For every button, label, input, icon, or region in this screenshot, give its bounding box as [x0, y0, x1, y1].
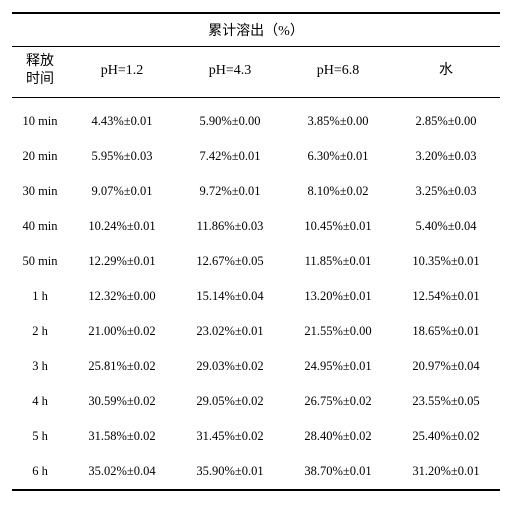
cell-time: 1 h	[12, 279, 68, 314]
cell-value: 10.45%±0.01	[284, 209, 392, 244]
cell-value: 11.86%±0.03	[176, 209, 284, 244]
cell-value: 25.81%±0.02	[68, 349, 176, 384]
dissolution-table: 累计溶出（%） 释放 时间 pH=1.2 pH=4.3 pH=6.8 水 10 …	[12, 12, 500, 491]
cell-value: 3.85%±0.00	[284, 104, 392, 139]
cell-value: 8.10%±0.02	[284, 174, 392, 209]
cell-value: 18.65%±0.01	[392, 314, 500, 349]
cell-value: 35.02%±0.04	[68, 454, 176, 490]
header-time: 释放 时间	[12, 47, 68, 98]
table-row: 10 min 4.43%±0.01 5.90%±0.00 3.85%±0.00 …	[12, 104, 500, 139]
cell-value: 5.90%±0.00	[176, 104, 284, 139]
cell-value: 10.24%±0.01	[68, 209, 176, 244]
table-row: 6 h 35.02%±0.04 35.90%±0.01 38.70%±0.01 …	[12, 454, 500, 490]
cell-value: 9.07%±0.01	[68, 174, 176, 209]
cell-value: 31.20%±0.01	[392, 454, 500, 490]
header-ph12: pH=1.2	[68, 47, 176, 98]
cell-value: 20.97%±0.04	[392, 349, 500, 384]
cell-value: 26.75%±0.02	[284, 384, 392, 419]
cell-value: 21.55%±0.00	[284, 314, 392, 349]
cell-time: 5 h	[12, 419, 68, 454]
cell-value: 30.59%±0.02	[68, 384, 176, 419]
title-row: 累计溶出（%）	[12, 13, 500, 47]
cell-time: 40 min	[12, 209, 68, 244]
cell-value: 23.55%±0.05	[392, 384, 500, 419]
table-row: 30 min 9.07%±0.01 9.72%±0.01 8.10%±0.02 …	[12, 174, 500, 209]
cell-value: 12.29%±0.01	[68, 244, 176, 279]
header-water: 水	[392, 47, 500, 98]
cell-value: 10.35%±0.01	[392, 244, 500, 279]
cell-time: 50 min	[12, 244, 68, 279]
table-row: 1 h 12.32%±0.00 15.14%±0.04 13.20%±0.01 …	[12, 279, 500, 314]
table-title: 累计溶出（%）	[12, 13, 500, 47]
cell-value: 7.42%±0.01	[176, 139, 284, 174]
cell-time: 2 h	[12, 314, 68, 349]
table-row: 40 min 10.24%±0.01 11.86%±0.03 10.45%±0.…	[12, 209, 500, 244]
cell-value: 9.72%±0.01	[176, 174, 284, 209]
cell-value: 5.95%±0.03	[68, 139, 176, 174]
table-row: 5 h 31.58%±0.02 31.45%±0.02 28.40%±0.02 …	[12, 419, 500, 454]
cell-value: 29.03%±0.02	[176, 349, 284, 384]
cell-value: 24.95%±0.01	[284, 349, 392, 384]
cell-time: 30 min	[12, 174, 68, 209]
cell-value: 12.32%±0.00	[68, 279, 176, 314]
cell-value: 15.14%±0.04	[176, 279, 284, 314]
cell-value: 11.85%±0.01	[284, 244, 392, 279]
cell-time: 6 h	[12, 454, 68, 490]
header-ph43: pH=4.3	[176, 47, 284, 98]
cell-value: 5.40%±0.04	[392, 209, 500, 244]
cell-value: 2.85%±0.00	[392, 104, 500, 139]
cell-time: 10 min	[12, 104, 68, 139]
header-row: 释放 时间 pH=1.2 pH=4.3 pH=6.8 水	[12, 47, 500, 98]
cell-value: 38.70%±0.01	[284, 454, 392, 490]
table-row: 4 h 30.59%±0.02 29.05%±0.02 26.75%±0.02 …	[12, 384, 500, 419]
cell-time: 4 h	[12, 384, 68, 419]
cell-value: 12.67%±0.05	[176, 244, 284, 279]
table-row: 3 h 25.81%±0.02 29.03%±0.02 24.95%±0.01 …	[12, 349, 500, 384]
cell-value: 6.30%±0.01	[284, 139, 392, 174]
header-ph68: pH=6.8	[284, 47, 392, 98]
cell-time: 3 h	[12, 349, 68, 384]
cell-value: 23.02%±0.01	[176, 314, 284, 349]
table-row: 2 h 21.00%±0.02 23.02%±0.01 21.55%±0.00 …	[12, 314, 500, 349]
cell-value: 3.25%±0.03	[392, 174, 500, 209]
cell-value: 28.40%±0.02	[284, 419, 392, 454]
cell-value: 21.00%±0.02	[68, 314, 176, 349]
cell-value: 3.20%±0.03	[392, 139, 500, 174]
cell-value: 4.43%±0.01	[68, 104, 176, 139]
table-row: 20 min 5.95%±0.03 7.42%±0.01 6.30%±0.01 …	[12, 139, 500, 174]
cell-value: 13.20%±0.01	[284, 279, 392, 314]
table-row: 50 min 12.29%±0.01 12.67%±0.05 11.85%±0.…	[12, 244, 500, 279]
cell-value: 35.90%±0.01	[176, 454, 284, 490]
cell-value: 25.40%±0.02	[392, 419, 500, 454]
cell-value: 31.45%±0.02	[176, 419, 284, 454]
cell-time: 20 min	[12, 139, 68, 174]
cell-value: 31.58%±0.02	[68, 419, 176, 454]
cell-value: 12.54%±0.01	[392, 279, 500, 314]
cell-value: 29.05%±0.02	[176, 384, 284, 419]
